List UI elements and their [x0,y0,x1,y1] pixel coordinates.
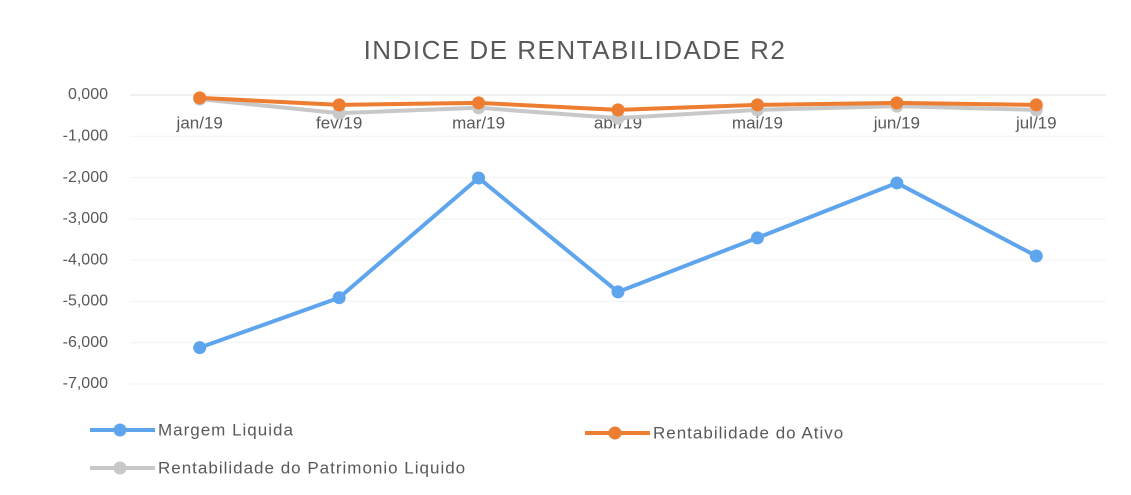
x-tick-label: mar/19 [452,113,505,132]
data-point [890,96,904,110]
legend-marker [113,461,127,475]
data-point [332,98,346,112]
x-tick-label: jul/19 [1015,113,1057,132]
legend-label: Margem Liquida [158,420,294,439]
data-point [472,171,486,185]
x-tick-label: mai/19 [732,113,783,132]
data-point [611,103,625,117]
x-tick-label: jun/19 [873,113,920,132]
data-point [193,91,207,105]
y-tick-label: -7,000 [63,375,108,392]
data-point [1029,249,1043,263]
data-point [611,285,625,299]
data-point [472,96,486,110]
y-tick-label: -1,000 [63,128,108,145]
legend-label: Rentabilidade do Patrimonio Liquido [158,458,466,477]
data-point [750,98,764,112]
data-point [890,176,904,190]
series-line [199,175,1038,350]
x-tick-label: jan/19 [176,113,223,132]
y-tick-label: -3,000 [63,210,108,227]
legend-label: Rentabilidade do Ativo [653,423,844,442]
y-tick-label: -6,000 [63,334,108,351]
y-tick-label: -4,000 [63,251,108,268]
legend-marker [113,423,127,437]
x-tick-label: fev/19 [316,113,362,132]
data-point [1029,98,1043,112]
legend-marker [608,426,622,440]
data-point [332,291,346,305]
data-point [750,231,764,245]
data-point [193,341,207,355]
y-tick-label: 0,000 [68,86,108,103]
y-tick-label: -2,000 [63,169,108,186]
chart-title: INDICE DE RENTABILIDADE R2 [364,35,787,65]
y-tick-label: -5,000 [63,293,108,310]
